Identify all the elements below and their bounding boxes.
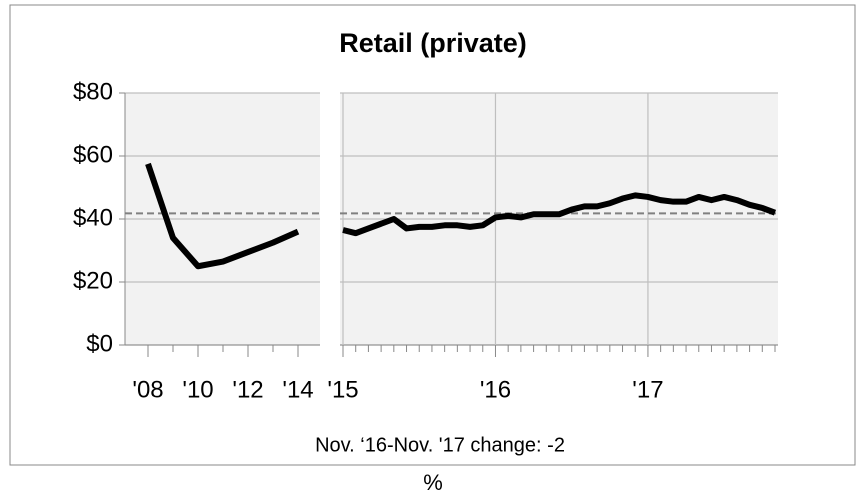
- x-tick-label: '12: [232, 376, 263, 403]
- x-tick-label: '10: [182, 376, 213, 403]
- data-line: [145, 162, 300, 270]
- x-tick-label: '14: [282, 376, 313, 403]
- y-tick-label: $0: [86, 330, 113, 357]
- y-tick-label: $80: [73, 78, 113, 105]
- x-tick-label: '15: [327, 376, 358, 403]
- x-tick-label: '16: [480, 376, 511, 403]
- footnote: %: [423, 470, 443, 495]
- chart-title: Retail (private): [339, 28, 527, 58]
- x-tick-label: '17: [632, 376, 663, 403]
- annotation: Nov. ‘16-Nov. '17 change: -2: [315, 434, 565, 456]
- y-tick-label: $40: [73, 204, 113, 231]
- y-tick-label: $20: [73, 267, 113, 294]
- data-line: [342, 192, 777, 237]
- x-tick-label: '08: [132, 376, 163, 403]
- y-tick-label: $60: [73, 141, 113, 168]
